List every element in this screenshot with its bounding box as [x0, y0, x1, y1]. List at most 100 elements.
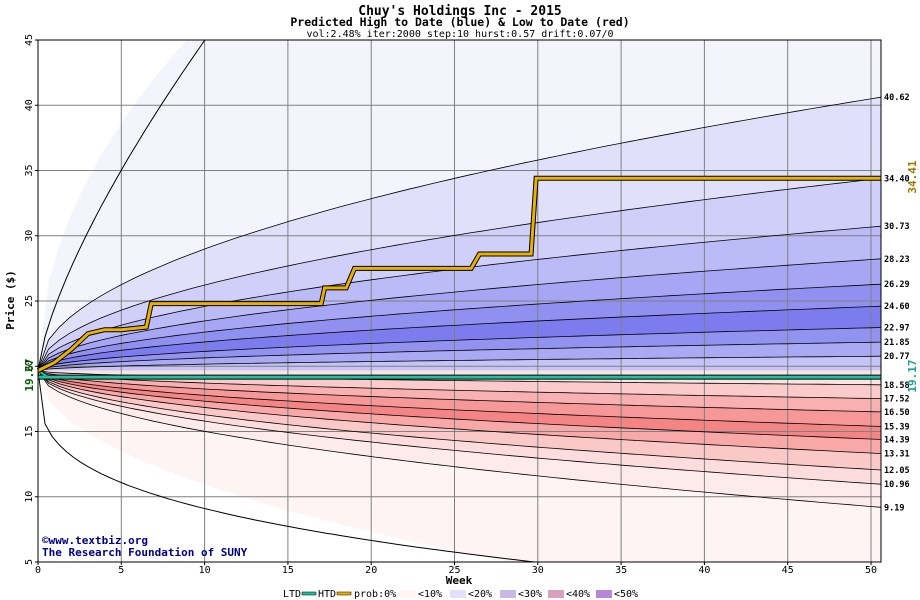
quantile-end-label-8: 20.77 [884, 352, 910, 362]
quantile-end-label-16: 10.96 [884, 480, 910, 490]
quantile-end-label-2: 30.73 [884, 222, 910, 232]
quantile-curve-8 [38, 355, 881, 371]
band-lower-4 [38, 370, 881, 440]
y-tick-label-35: 35 [24, 164, 35, 176]
quantile-curve-12 [38, 370, 881, 427]
legend-swatch-20 [500, 590, 516, 598]
y-tick-label-20: 20 [24, 360, 35, 372]
quantile-end-label-9: 18.58 [884, 381, 910, 391]
quantile-end-labels: 40.62 34.40 30.73 28.23 26.29 24.60 22.97 21.85… [884, 93, 910, 513]
y-tick-label-25: 25 [24, 295, 35, 307]
y-axis-label: Price ($) [4, 270, 17, 330]
credit-line-1: ©www.textbiz.org [42, 534, 148, 547]
band-lower-2 [38, 370, 881, 412]
grid [38, 40, 881, 562]
band-lower-1 [38, 370, 881, 399]
x-tick-label-5: 5 [118, 565, 124, 576]
band-lower-8 [38, 370, 881, 508]
y-tick-label-30: 30 [24, 230, 35, 242]
legend-swatch-0 [400, 590, 416, 598]
quantile-end-label-12: 15.39 [884, 422, 910, 432]
x-tick-label-50: 50 [865, 565, 877, 576]
x-tick-label-40: 40 [698, 565, 710, 576]
legend-50-label: <50% [614, 589, 638, 600]
series [36, 175, 881, 380]
band-lower-9 [38, 370, 881, 562]
band-upper-8 [38, 342, 881, 371]
legend-swatch-30 [548, 590, 564, 598]
band-upper-3 [38, 226, 881, 371]
quantile-end-label-7: 21.85 [884, 338, 910, 348]
band-lower-6 [38, 370, 881, 470]
legend: LTD HTD prob:0% <10% <20% <30% <40% <50% [283, 589, 638, 600]
quantile-curve-7 [38, 341, 881, 371]
quantile-end-label-0: 40.62 [884, 93, 910, 103]
copyright-icon: © [42, 534, 49, 547]
quantile-curve-16 [38, 370, 881, 485]
htd-line [37, 176, 881, 372]
quantile-lines [38, 40, 881, 562]
quantile-curve-1 [38, 177, 881, 371]
quantile-curve-11 [38, 370, 881, 413]
x-tick-label-15: 15 [282, 565, 294, 576]
end-ltd-label: 19.17 [906, 359, 919, 392]
band-upper-0 [38, 40, 881, 371]
quantile-curve-3 [38, 258, 881, 371]
quantile-curve-10 [38, 370, 881, 399]
band-upper-5 [38, 284, 881, 371]
y-tick-label-10: 10 [24, 491, 35, 503]
quantile-curve-13 [38, 370, 881, 440]
band-lower-5 [38, 370, 881, 454]
band-upper-2 [38, 178, 881, 371]
quantile-end-label-17: 9.19 [884, 503, 904, 513]
probability-bands [38, 40, 881, 562]
legend-10-label: <10% [418, 589, 442, 600]
y-tick-label-5: 5 [24, 559, 35, 565]
legend-swatch-40 [596, 590, 612, 598]
band-lower-3 [38, 370, 881, 427]
quantile-curve-6 [38, 327, 881, 371]
quantile-end-label-3: 28.23 [884, 255, 910, 265]
quantile-end-label-5: 24.60 [884, 302, 910, 312]
quantile-curve-17 [38, 370, 881, 508]
outer-lower-curve [38, 370, 539, 562]
legend-htd-label: HTD [318, 589, 336, 600]
quantile-end-label-1: 34.40 [884, 174, 910, 184]
x-tick-label-20: 20 [365, 565, 377, 576]
start-price-label: 19.67 [23, 358, 36, 391]
quantile-end-label-14: 13.31 [884, 450, 910, 460]
band-upper-4 [38, 258, 881, 371]
quantile-end-label-10: 17.52 [884, 395, 910, 405]
band-lower-7 [38, 370, 881, 485]
band-upper-1 [38, 97, 881, 371]
quantile-end-label-15: 12.05 [884, 466, 910, 476]
quantile-curve-15 [38, 370, 881, 471]
y-tick-label-45: 45 [24, 34, 35, 46]
legend-40-label: <40% [566, 589, 590, 600]
credit-url: www.textbiz.org [49, 534, 148, 547]
y-tick-label-15: 15 [24, 425, 35, 437]
quantile-end-label-6: 22.97 [884, 323, 910, 333]
band-upper-9 [38, 356, 881, 371]
chart-params: vol:2.48% iter:2000 step:10 hurst:0.57 d… [306, 29, 613, 40]
y-tick-label-40: 40 [24, 99, 35, 111]
outer-upper-curve [38, 40, 206, 371]
legend-swatch-10 [450, 590, 466, 598]
legend-ltd-label: LTD [283, 589, 301, 600]
quantile-curve-4 [38, 283, 881, 371]
x-axis-label: Week [446, 574, 473, 587]
band-upper-7 [38, 327, 881, 371]
x-tick-label-0: 0 [35, 565, 41, 576]
quantile-curve-14 [38, 370, 881, 454]
legend-ltd-swatch [301, 591, 317, 596]
legend-30-label: <30% [518, 589, 542, 600]
quantile-end-label-4: 26.29 [884, 280, 910, 290]
quantile-curve-0 [38, 96, 881, 371]
band-upper-6 [38, 306, 881, 371]
x-tick-label-45: 45 [782, 565, 794, 576]
x-tick-label-25: 25 [448, 565, 460, 576]
chart-subtitle: Predicted High to Date (blue) & Low to D… [290, 15, 629, 29]
chart-title: Chuy's Holdings Inc - 2015 [358, 4, 562, 19]
legend-htd-swatch [336, 591, 352, 596]
